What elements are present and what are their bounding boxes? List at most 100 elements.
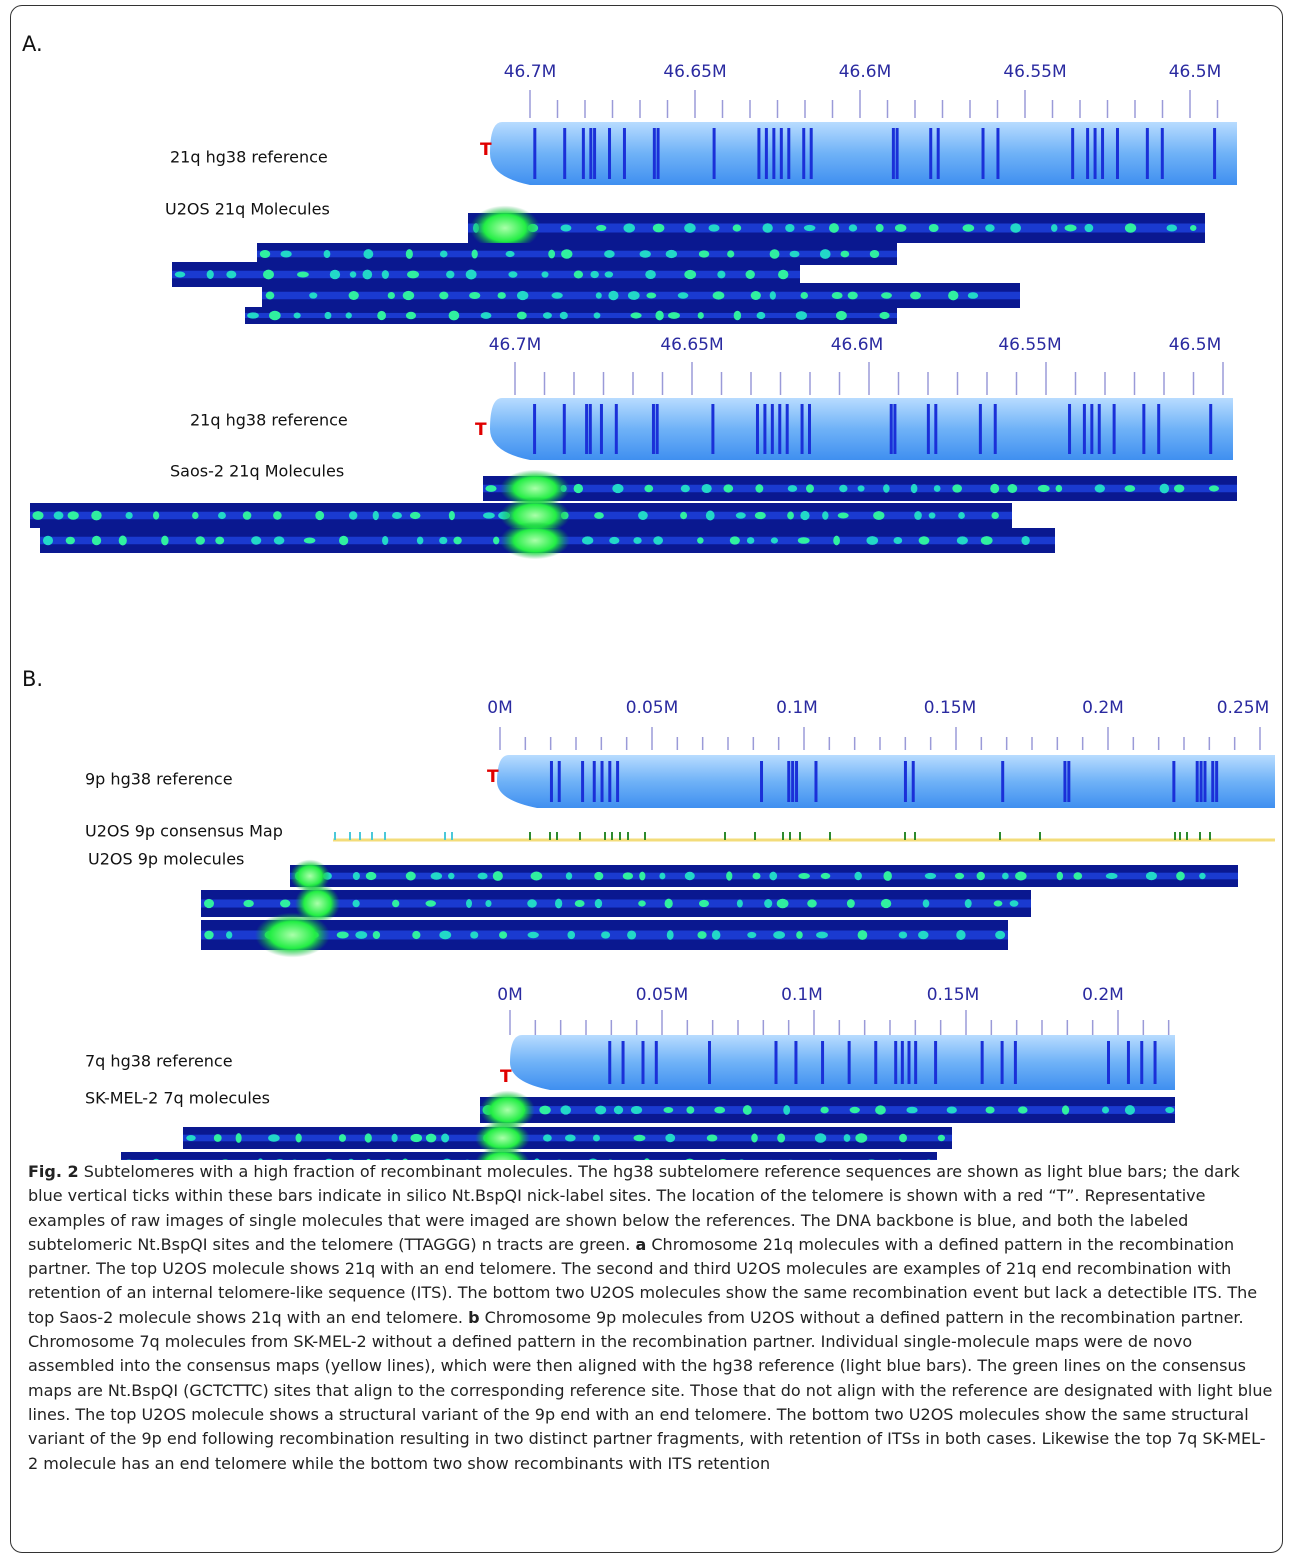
label-spot bbox=[820, 1107, 828, 1114]
label-spot bbox=[957, 536, 968, 544]
label-spot bbox=[938, 1135, 945, 1141]
label-spot bbox=[382, 536, 388, 545]
label-spot bbox=[895, 224, 906, 232]
label-spot bbox=[453, 537, 461, 545]
label-spot bbox=[449, 511, 455, 520]
label-spot bbox=[841, 251, 850, 258]
label-spot bbox=[839, 485, 847, 492]
label-spot bbox=[655, 311, 663, 321]
label-spot bbox=[426, 900, 436, 906]
label-spot bbox=[1051, 224, 1057, 232]
label-spot bbox=[849, 224, 857, 231]
axis-label: 46.65M bbox=[660, 335, 723, 355]
label-spot bbox=[990, 484, 999, 493]
reference-bar bbox=[497, 755, 1275, 808]
label-spot bbox=[678, 292, 689, 299]
label-spot bbox=[815, 1133, 826, 1143]
label-spot bbox=[541, 271, 548, 277]
panel-label: A. bbox=[22, 32, 43, 56]
label-spot bbox=[820, 249, 831, 259]
label-spot bbox=[175, 271, 186, 277]
telomere-marker: T bbox=[480, 140, 492, 160]
axis-label: 0.25M bbox=[1217, 698, 1270, 718]
label-spot bbox=[665, 899, 673, 909]
label-spot bbox=[645, 270, 656, 279]
molecules-label: Saos-2 21q Molecules bbox=[170, 462, 344, 481]
label-spot bbox=[266, 292, 275, 300]
label-spot bbox=[1007, 484, 1017, 493]
label-spot bbox=[708, 224, 719, 231]
label-spot bbox=[1199, 873, 1206, 879]
consensus-label: U2OS 9p consensus Map bbox=[85, 822, 283, 841]
label-spot bbox=[1002, 873, 1009, 880]
axis-label: 46.5M bbox=[1169, 335, 1222, 355]
label-spot bbox=[875, 1105, 886, 1114]
label-spot bbox=[906, 1107, 917, 1114]
molecules-label: SK-MEL-2 7q molecules bbox=[85, 1089, 270, 1108]
label-spot bbox=[698, 312, 704, 319]
label-spot bbox=[1065, 225, 1077, 232]
label-spot bbox=[870, 250, 879, 258]
label-spot bbox=[1102, 1107, 1109, 1114]
label-spot bbox=[493, 537, 499, 545]
label-spot bbox=[816, 932, 828, 939]
label-spot bbox=[653, 224, 665, 233]
telomere-signal bbox=[500, 522, 570, 560]
label-spot bbox=[836, 311, 847, 320]
label-spot bbox=[639, 872, 645, 881]
label-spot bbox=[552, 292, 563, 298]
label-spot bbox=[207, 270, 214, 279]
label-spot bbox=[614, 1106, 623, 1114]
label-spot bbox=[730, 536, 740, 544]
label-spot bbox=[1057, 872, 1063, 880]
label-spot bbox=[952, 484, 962, 492]
label-spot bbox=[431, 872, 442, 879]
label-spot bbox=[548, 250, 555, 259]
label-spot bbox=[214, 1134, 222, 1142]
label-spot bbox=[627, 930, 636, 939]
label-spot bbox=[339, 536, 348, 545]
label-spot bbox=[723, 484, 733, 492]
label-spot bbox=[595, 1106, 606, 1115]
label-spot bbox=[899, 1134, 907, 1143]
label-spot bbox=[1146, 872, 1157, 880]
label-spot bbox=[1010, 223, 1021, 233]
label-spot bbox=[161, 536, 168, 546]
label-spot bbox=[273, 511, 282, 519]
label-spot bbox=[668, 312, 680, 319]
label-spot bbox=[798, 537, 810, 544]
label-spot bbox=[441, 1133, 449, 1142]
label-spot bbox=[684, 223, 695, 233]
label-spot bbox=[733, 224, 742, 231]
label-spot bbox=[574, 271, 583, 279]
label-spot bbox=[417, 537, 424, 545]
label-spot bbox=[714, 1107, 725, 1114]
label-spot bbox=[1018, 1106, 1028, 1113]
label-spot bbox=[411, 1134, 423, 1142]
axis-label: 0.2M bbox=[1082, 698, 1124, 718]
label-spot bbox=[801, 292, 809, 299]
label-spot bbox=[594, 872, 603, 880]
label-spot bbox=[1160, 484, 1169, 494]
label-spot bbox=[929, 224, 939, 232]
label-spot bbox=[269, 311, 281, 320]
label-spot bbox=[527, 899, 537, 908]
label-spot bbox=[685, 872, 695, 880]
label-spot bbox=[623, 223, 635, 232]
label-spot bbox=[566, 872, 572, 879]
label-spot bbox=[426, 1134, 436, 1143]
label-spot bbox=[764, 899, 772, 908]
axis-label: 0.05M bbox=[636, 985, 689, 1005]
label-spot bbox=[349, 511, 357, 520]
label-spot bbox=[883, 484, 890, 493]
label-spot bbox=[373, 931, 380, 939]
label-spot bbox=[355, 931, 367, 939]
label-spot bbox=[1015, 872, 1027, 881]
label-spot bbox=[68, 511, 79, 520]
label-spot bbox=[1167, 224, 1178, 231]
label-spot bbox=[539, 1106, 550, 1115]
label-spot bbox=[883, 871, 892, 881]
axis-label: 0.15M bbox=[927, 985, 980, 1005]
label-spot bbox=[543, 1134, 552, 1141]
label-spot bbox=[894, 537, 903, 544]
